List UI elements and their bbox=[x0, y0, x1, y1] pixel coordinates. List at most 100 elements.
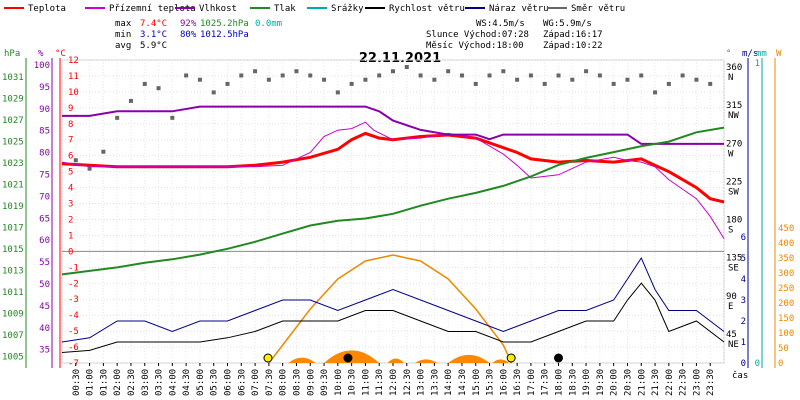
dir-tick-label: SE bbox=[728, 264, 739, 274]
x-tick-label: 04:00 bbox=[168, 369, 178, 396]
wind-direction-point bbox=[74, 158, 78, 162]
wind-direction-point bbox=[143, 82, 147, 86]
rain-tick-label: 0 bbox=[755, 359, 760, 369]
wind-tick-label: 4 bbox=[741, 275, 746, 285]
temp-tick-label: 6 bbox=[68, 152, 73, 162]
dir-tick-label: N bbox=[728, 73, 733, 83]
dir-axis-unit: ° bbox=[726, 49, 731, 59]
pct-tick-label: 60 bbox=[39, 236, 50, 246]
x-tick-label: 23:30 bbox=[706, 369, 716, 396]
solar-tick-label: 400 bbox=[778, 239, 794, 249]
legend-item: Rychlost větru bbox=[389, 4, 465, 14]
stats-block: max 7.4°C 92% 1025.2hPa 0.0mm min 3.1°C … bbox=[115, 19, 282, 51]
wind-direction-point bbox=[432, 78, 436, 82]
x-tick-label: 19:00 bbox=[582, 369, 592, 396]
dir-tick-label: 315 bbox=[726, 101, 742, 111]
wind-direction-point bbox=[460, 73, 464, 77]
wind-direction-point bbox=[639, 73, 643, 77]
x-tick-label: 06:00 bbox=[224, 369, 234, 396]
hpa-tick-label: 1017 bbox=[2, 224, 24, 234]
temp-tick-label: -1 bbox=[68, 263, 79, 273]
x-tick-label: 17:00 bbox=[527, 369, 537, 396]
wind-direction-point bbox=[88, 167, 92, 171]
temp-tick-label: -4 bbox=[68, 311, 79, 321]
wind-direction-point bbox=[212, 90, 216, 94]
solar-tick-label: 350 bbox=[778, 254, 794, 264]
wind-direction-point bbox=[308, 73, 312, 77]
wind-direction-point bbox=[667, 82, 671, 86]
temp-axis-unit: °C bbox=[55, 49, 66, 59]
sun-marker bbox=[264, 354, 272, 362]
solar-tick-label: 450 bbox=[778, 224, 794, 234]
x-tick-label: 11:30 bbox=[375, 369, 385, 396]
wind-direction-point bbox=[694, 78, 698, 82]
wind-direction-point bbox=[170, 116, 174, 120]
dir-tick-label: 360 bbox=[726, 63, 742, 73]
info-sun-set: Západ:16:17 bbox=[543, 30, 603, 40]
temp-tick-label: 11 bbox=[68, 72, 79, 82]
x-axis-label: čas bbox=[732, 370, 748, 381]
stats-max-hum: 92% bbox=[180, 19, 197, 29]
hpa-tick-label: 1031 bbox=[2, 73, 24, 83]
rain-tick-label: 1 bbox=[755, 59, 760, 69]
temp-tick-label: 12 bbox=[68, 56, 79, 66]
solar-energy-bar bbox=[492, 359, 509, 363]
pct-tick-label: 65 bbox=[39, 214, 50, 224]
pct-tick-label: 90 bbox=[39, 105, 50, 115]
wind-direction-point bbox=[557, 73, 561, 77]
x-tick-label: 17:30 bbox=[541, 369, 551, 396]
wind-tick-label: 3 bbox=[741, 296, 746, 306]
x-tick-label: 12:00 bbox=[389, 369, 399, 396]
wind-direction-point bbox=[294, 69, 298, 73]
wind-direction-point bbox=[488, 73, 492, 77]
x-tick-label: 21:00 bbox=[637, 369, 647, 396]
x-tick-label: 08:30 bbox=[292, 369, 302, 396]
legend-item: Náraz větru bbox=[489, 4, 549, 14]
solar-energy-bar bbox=[415, 359, 437, 363]
temp-tick-label: 1 bbox=[68, 231, 73, 241]
hpa-tick-label: 1011 bbox=[2, 288, 24, 298]
temp-tick-label: -2 bbox=[68, 279, 79, 289]
info-moon-rise: Měsíc Východ:18:00 bbox=[426, 41, 524, 51]
wind-direction-point bbox=[543, 82, 547, 86]
temp-tick-label: -3 bbox=[68, 295, 79, 305]
dir-tick-label: 270 bbox=[726, 139, 742, 149]
solar-energy-bar bbox=[448, 355, 489, 363]
stats-max-press: 1025.2hPa bbox=[200, 19, 249, 29]
solar-tick-label: 250 bbox=[778, 284, 794, 294]
wind-direction-point bbox=[391, 69, 395, 73]
wind-direction-point bbox=[419, 73, 423, 77]
chart-title: 22.11.2021 bbox=[359, 51, 441, 66]
dir-tick-label: NW bbox=[728, 111, 739, 121]
x-tick-label: 03:30 bbox=[155, 369, 165, 396]
x-tick-label: 19:30 bbox=[596, 369, 606, 396]
wind-direction-point bbox=[198, 78, 202, 82]
wind-direction-point bbox=[267, 78, 271, 82]
legend-item: Teplota bbox=[28, 4, 66, 14]
hpa-tick-label: 1019 bbox=[2, 202, 24, 212]
wind-tick-label: 2 bbox=[741, 317, 746, 327]
dir-tick-label: E bbox=[728, 302, 733, 312]
sun-marker bbox=[507, 354, 515, 362]
x-tick-label: 05:00 bbox=[196, 369, 206, 396]
dir-tick-label: 45 bbox=[726, 330, 737, 340]
solar-energy-bar bbox=[387, 359, 404, 364]
x-tick-label: 03:00 bbox=[141, 369, 151, 396]
x-tick-label: 14:00 bbox=[444, 369, 454, 396]
info-sun-rise: Slunce Východ:07:28 bbox=[426, 30, 529, 40]
series-line bbox=[62, 133, 724, 202]
rain-axis-unit: mm bbox=[756, 49, 767, 59]
x-tick-label: 12:30 bbox=[403, 369, 413, 396]
wind-direction-point bbox=[474, 82, 478, 86]
wind-tick-label: 5 bbox=[741, 254, 746, 264]
chart-legend: Teplota Přízemní teplota Vlhkost Tlak Srážky… bbox=[4, 4, 625, 14]
x-tick-label: 07:00 bbox=[251, 369, 261, 396]
wind-direction-point bbox=[625, 78, 629, 82]
pct-tick-label: 55 bbox=[39, 258, 50, 268]
x-tick-label: 23:00 bbox=[692, 369, 702, 396]
stats-avg-temp: 5.9°C bbox=[140, 41, 167, 51]
wind-direction-point bbox=[708, 82, 712, 86]
x-tick-label: 06:30 bbox=[237, 369, 247, 396]
info-ws: WS:4.5m/s bbox=[476, 19, 525, 29]
x-tick-label: 16:30 bbox=[513, 369, 523, 396]
